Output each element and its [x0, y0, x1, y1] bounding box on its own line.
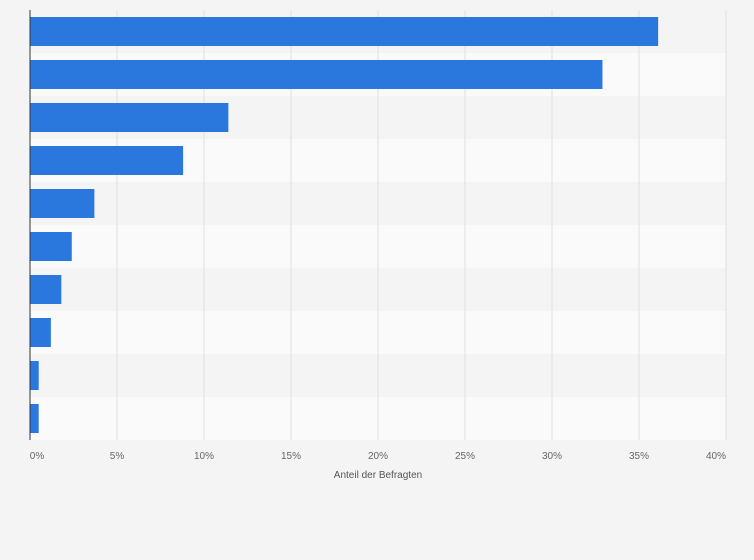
bar[interactable]	[30, 60, 603, 89]
x-tick-label: 25%	[455, 451, 475, 462]
bar[interactable]	[30, 103, 229, 132]
bar[interactable]	[30, 404, 39, 433]
x-tick-label: 15%	[281, 451, 301, 462]
bar[interactable]	[30, 361, 39, 390]
bar[interactable]	[30, 146, 184, 175]
bar[interactable]	[30, 318, 51, 347]
bar[interactable]	[30, 275, 62, 304]
x-tick-label: 40%	[706, 451, 726, 462]
x-tick-label: 10%	[194, 451, 214, 462]
x-tick-label: 20%	[368, 451, 388, 462]
bars	[30, 17, 659, 433]
bar[interactable]	[30, 17, 659, 46]
x-axis-title: Anteil der Befragten	[334, 470, 422, 481]
x-tick-label: 35%	[629, 451, 649, 462]
x-tick-labels: 0% 5% 10% 15% 20% 25% 30% 35% 40%	[30, 451, 726, 462]
x-tick-label: 0%	[30, 451, 45, 462]
bar[interactable]	[30, 232, 72, 261]
x-tick-label: 5%	[110, 451, 125, 462]
x-tick-label: 30%	[542, 451, 562, 462]
bar[interactable]	[30, 189, 95, 218]
